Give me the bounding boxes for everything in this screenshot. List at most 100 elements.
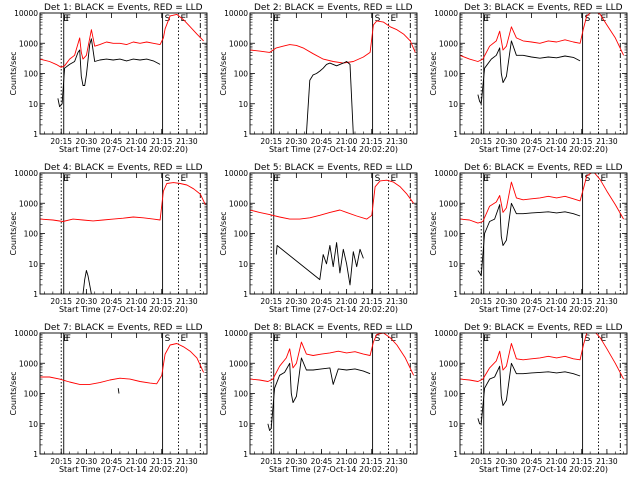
events-series xyxy=(57,38,161,108)
plot-area xyxy=(460,333,624,425)
x-tick-label: 20:15 xyxy=(260,137,282,146)
x-tick-label: 20:45 xyxy=(521,297,543,306)
panel-title: Det 1: BLACK = Events, RED = LLD xyxy=(44,3,203,13)
marker-label: E xyxy=(483,174,489,184)
x-tick-label: 21:00 xyxy=(126,457,148,466)
x-tick-label: 20:30 xyxy=(286,137,308,146)
lld-series xyxy=(250,20,416,64)
plot-area xyxy=(40,182,206,294)
x-axis-label: Start Time (27-Oct-14 20:02:20) xyxy=(479,145,608,154)
x-axis-label: Start Time (27-Oct-14 20:02:20) xyxy=(479,465,608,474)
y-axis-label: Counts/sec xyxy=(429,211,438,255)
marker-label: E xyxy=(181,14,187,24)
panel-frame xyxy=(249,332,418,455)
x-tick-label: 21:30 xyxy=(596,457,618,466)
x-tick-label: 21:15 xyxy=(571,457,593,466)
panel-title: Det 4: BLACK = Events, RED = LLD xyxy=(44,163,203,173)
panel-2: Det 2: BLACK = Events, RED = LLD 1 10 100 10… xyxy=(219,3,418,154)
x-tick-label: 20:15 xyxy=(50,457,72,466)
x-tick-label: 20:30 xyxy=(496,137,518,146)
marker-label: S xyxy=(585,174,591,184)
x-tick-label: 21:00 xyxy=(336,457,358,466)
panel-title: Det 6: BLACK = Events, RED = LLD xyxy=(464,163,623,173)
marker-label: E xyxy=(63,174,69,184)
panel-4: Det 4: BLACK = Events, RED = LLD 1 10 100 10… xyxy=(9,163,208,314)
x-tick-label: 21:30 xyxy=(176,297,198,306)
marker-label: S xyxy=(585,14,591,24)
x-tick-label: 21:00 xyxy=(546,137,568,146)
x-tick-label: 20:45 xyxy=(311,297,333,306)
y-tick-label: 1 xyxy=(453,450,458,459)
y-tick-label: 10 xyxy=(448,100,458,109)
marker-label: S xyxy=(165,14,171,24)
marker-label: F xyxy=(66,174,71,184)
x-tick-label: 21:00 xyxy=(336,297,358,306)
lld-series xyxy=(250,179,414,220)
y-tick-label: 100 xyxy=(444,390,459,399)
y-tick-label: 10000 xyxy=(14,9,38,18)
y-axis-label: Counts/sec xyxy=(9,51,18,95)
panel-frame xyxy=(459,12,628,135)
y-tick-label: 10 xyxy=(238,100,248,109)
marker-label: E xyxy=(63,14,69,24)
marker-label: E xyxy=(273,174,279,184)
y-tick-label: 10000 xyxy=(434,329,458,338)
x-tick-label: 20:15 xyxy=(260,457,282,466)
y-tick-label: 1 xyxy=(33,130,38,139)
x-tick-label: 21:30 xyxy=(176,457,198,466)
panel-title: Det 2: BLACK = Events, RED = LLD xyxy=(254,3,413,13)
y-axis-label: Counts/sec xyxy=(429,51,438,95)
x-tick-label: 20:30 xyxy=(496,457,518,466)
x-tick-label: 21:15 xyxy=(151,457,173,466)
y-tick-label: 100 xyxy=(234,230,249,239)
x-tick-label: 20:45 xyxy=(311,137,333,146)
y-tick-label: 1000 xyxy=(439,359,458,368)
marker-label: F xyxy=(486,14,491,24)
lld-series xyxy=(460,13,625,62)
marker-label: S xyxy=(165,174,171,184)
marker-label: E xyxy=(273,14,279,24)
marker-label: S xyxy=(375,14,381,24)
x-tick-label: 20:15 xyxy=(470,457,492,466)
y-tick-label: 1000 xyxy=(229,359,248,368)
x-tick-label: 21:15 xyxy=(571,137,593,146)
marker-label: E xyxy=(483,14,489,24)
y-tick-label: 1 xyxy=(33,290,38,299)
marker-label: S xyxy=(585,334,591,344)
lld-series xyxy=(40,343,205,385)
events-series xyxy=(477,40,581,105)
y-tick-label: 1000 xyxy=(19,39,38,48)
marker-label: F xyxy=(486,174,491,184)
x-tick-label: 20:15 xyxy=(470,297,492,306)
x-tick-label: 20:45 xyxy=(311,457,333,466)
plot-area xyxy=(250,333,415,431)
marker-label: E xyxy=(391,334,397,344)
marker-label: S xyxy=(165,334,171,344)
x-axis-label: Start Time (27-Oct-14 20:02:20) xyxy=(269,305,398,314)
y-tick-label: 10 xyxy=(28,100,38,109)
y-tick-label: 1 xyxy=(243,450,248,459)
panel-8: Det 8: BLACK = Events, RED = LLD 1 10 100 10… xyxy=(219,323,418,474)
y-tick-label: 10 xyxy=(238,420,248,429)
y-tick-label: 100 xyxy=(234,390,249,399)
marker-label: E xyxy=(601,174,607,184)
x-tick-label: 21:15 xyxy=(361,457,383,466)
y-tick-label: 10000 xyxy=(224,9,248,18)
marker-label: E xyxy=(483,334,489,344)
x-axis-label: Start Time (27-Oct-14 20:02:20) xyxy=(59,465,188,474)
y-axis-label: Counts/sec xyxy=(9,211,18,255)
marker-label: F xyxy=(276,14,281,24)
x-axis-label: Start Time (27-Oct-14 20:02:20) xyxy=(59,145,188,154)
x-axis-label: Start Time (27-Oct-14 20:02:20) xyxy=(479,305,608,314)
marker-label: E xyxy=(181,174,187,184)
x-tick-label: 21:15 xyxy=(151,137,173,146)
x-tick-label: 20:15 xyxy=(470,137,492,146)
y-tick-label: 10000 xyxy=(434,169,458,178)
x-tick-label: 21:30 xyxy=(596,137,618,146)
y-tick-label: 1000 xyxy=(439,39,458,48)
marker-label: F xyxy=(66,334,71,344)
panel-6: Det 6: BLACK = Events, RED = LLD 1 10 100 10… xyxy=(429,163,628,314)
x-tick-label: 21:00 xyxy=(126,297,148,306)
x-tick-label: 20:45 xyxy=(101,297,123,306)
x-tick-label: 21:15 xyxy=(571,297,593,306)
